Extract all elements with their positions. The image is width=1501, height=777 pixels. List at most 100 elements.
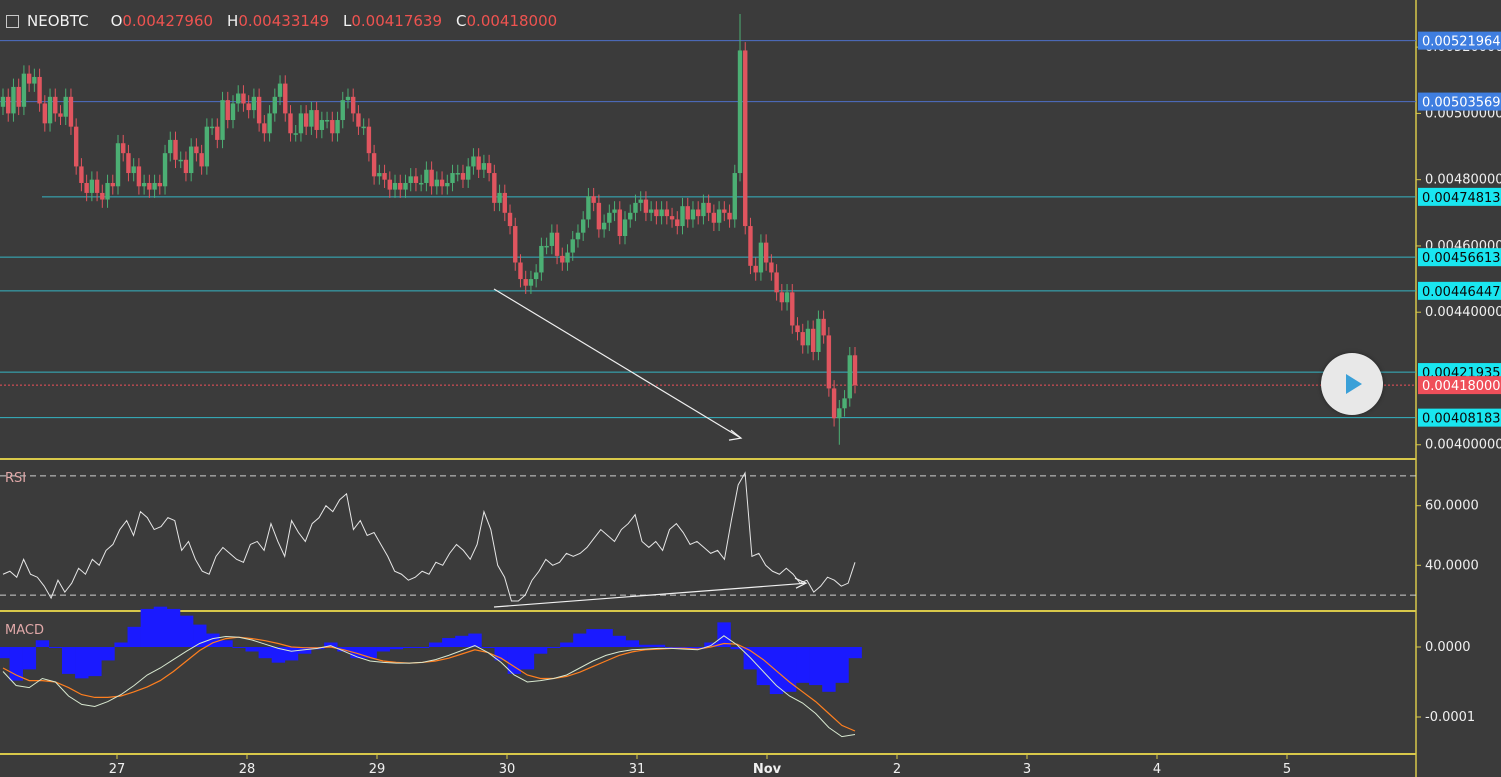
macd-histogram-bar bbox=[835, 647, 849, 683]
play-button[interactable] bbox=[1321, 353, 1383, 415]
macd-histogram-bar bbox=[101, 647, 115, 661]
macd-histogram-bar bbox=[573, 633, 587, 647]
candle-body bbox=[507, 212, 513, 227]
candle-body bbox=[194, 146, 199, 154]
macd-histogram-bar bbox=[114, 642, 128, 647]
macd-histogram-bar bbox=[88, 647, 102, 677]
price-badge-text: 0.00446447 bbox=[1422, 285, 1501, 300]
candle-body bbox=[63, 96, 68, 117]
candle-body bbox=[643, 199, 649, 213]
macd-histogram-bar bbox=[651, 644, 666, 647]
time-tick-label: 4 bbox=[1153, 762, 1161, 777]
time-tick-label: 29 bbox=[369, 762, 386, 777]
candle-body bbox=[779, 292, 785, 303]
low-value: 0.00417639 bbox=[351, 12, 443, 30]
candle-body bbox=[126, 153, 131, 174]
price-badge-text: 0.00474813 bbox=[1422, 191, 1501, 206]
candle-body bbox=[387, 179, 392, 190]
candle-body bbox=[53, 96, 58, 114]
candle-body bbox=[549, 232, 555, 246]
macd-histogram-bar bbox=[507, 647, 522, 674]
price-badge bbox=[1418, 376, 1501, 395]
candle-body bbox=[445, 182, 450, 187]
candle-body bbox=[403, 182, 408, 190]
macd-histogram-bar bbox=[324, 642, 338, 647]
close-key: C bbox=[456, 12, 467, 30]
candle-body bbox=[215, 126, 220, 140]
candle-body bbox=[89, 179, 95, 193]
candle-body bbox=[37, 76, 42, 104]
candle-body bbox=[821, 318, 826, 336]
divergence-arrow-head bbox=[728, 429, 743, 441]
candle-body bbox=[152, 182, 157, 190]
candle-body bbox=[162, 153, 168, 187]
macd-histogram-bar bbox=[782, 647, 797, 692]
rsi-tick-label: 60.0000 bbox=[1425, 499, 1479, 514]
price-badge bbox=[1418, 248, 1501, 267]
low-key: L bbox=[343, 12, 352, 30]
candle-body bbox=[209, 126, 215, 129]
candle-body bbox=[288, 113, 293, 134]
macd-line bbox=[2, 635, 856, 738]
rsi-tick-label: 40.0000 bbox=[1425, 558, 1479, 573]
candle-body bbox=[711, 212, 717, 223]
candle-body bbox=[476, 156, 481, 170]
candle-body bbox=[251, 96, 257, 111]
candle-body bbox=[852, 355, 858, 386]
candle-body bbox=[513, 226, 518, 263]
candle-body bbox=[178, 159, 183, 162]
macd-histogram-bar bbox=[232, 647, 246, 648]
candle-body bbox=[554, 232, 560, 256]
macd-histogram-bar bbox=[350, 647, 364, 659]
price-badge-text: 0.00521964 bbox=[1422, 35, 1501, 50]
candle-body bbox=[617, 209, 622, 236]
macd-histogram-bar bbox=[520, 647, 535, 670]
macd-histogram-bar bbox=[389, 647, 404, 650]
candle-body bbox=[737, 50, 743, 174]
candle-body bbox=[11, 86, 16, 114]
candle-body bbox=[47, 96, 53, 124]
high-key: H bbox=[227, 12, 239, 30]
candle-body bbox=[183, 159, 189, 174]
macd-histogram-bar bbox=[625, 640, 640, 647]
macd-histogram-bar bbox=[61, 647, 76, 674]
candle-body bbox=[612, 209, 617, 213]
candle-body bbox=[847, 355, 852, 399]
macd-histogram-bar bbox=[9, 647, 23, 681]
candle-body bbox=[743, 50, 748, 227]
rsi-pane-label: RSI bbox=[5, 471, 27, 486]
macd-histogram-bar bbox=[245, 647, 259, 652]
candle-body bbox=[633, 202, 638, 213]
macd-histogram-bar bbox=[363, 647, 377, 659]
candle-body bbox=[816, 318, 821, 352]
candle-body bbox=[0, 96, 6, 107]
macd-signal-line bbox=[2, 636, 856, 732]
candle-body bbox=[267, 113, 272, 134]
candle-body bbox=[141, 182, 147, 187]
candle-body bbox=[758, 242, 764, 273]
macd-histogram-bar bbox=[297, 647, 312, 654]
macd-histogram-bar bbox=[704, 642, 718, 647]
candle-body bbox=[230, 103, 236, 121]
macd-histogram-bar bbox=[455, 635, 469, 647]
macd-histogram-bar bbox=[481, 647, 495, 648]
candle-body bbox=[497, 192, 502, 203]
price-badge bbox=[1418, 31, 1501, 50]
candle-body bbox=[800, 332, 805, 346]
candle-body bbox=[429, 169, 434, 187]
candle-body bbox=[607, 212, 612, 223]
macd-pane-label: MACD bbox=[5, 623, 44, 638]
macd-tick-label: 0.0000 bbox=[1425, 640, 1471, 655]
candle-body bbox=[73, 126, 79, 167]
candle-body bbox=[439, 179, 445, 187]
candle-body bbox=[340, 100, 345, 121]
collapse-legend-icon[interactable] bbox=[6, 14, 19, 28]
candle-body bbox=[418, 182, 424, 185]
macd-histogram-bar bbox=[730, 647, 744, 650]
macd-histogram-bar bbox=[258, 647, 273, 659]
macd-histogram-bar bbox=[48, 647, 63, 648]
candle-body bbox=[272, 96, 278, 114]
candle-body bbox=[147, 182, 152, 190]
candle-body bbox=[533, 272, 539, 280]
